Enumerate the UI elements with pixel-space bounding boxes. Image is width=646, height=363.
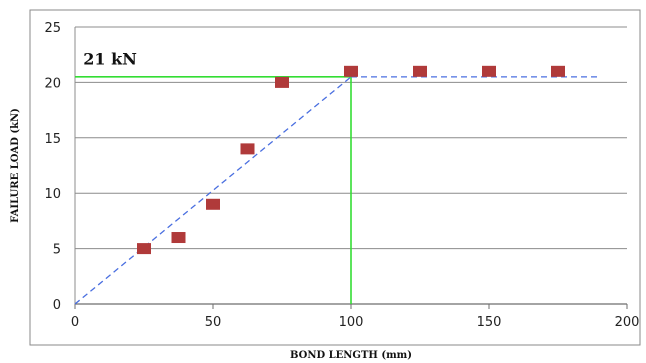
x-tick-label: 200 [615,315,640,330]
y-tick-label: 0 [53,298,61,313]
y-tick-label: 10 [44,187,61,202]
data-point [482,65,496,77]
x-tick-label: 100 [339,315,364,330]
x-tick-label: 0 [71,315,79,330]
data-point [344,65,358,77]
y-tick-label: 15 [44,132,61,147]
chart-frame [29,9,641,346]
data-point [275,76,289,88]
data-point [551,65,565,77]
annotation-label: 21 kN [83,50,137,69]
x-tick-labels: 0 50 100 150 200 [71,315,640,330]
x-tick-label: 150 [477,315,502,330]
trend-lines [74,76,600,305]
reference-lines [75,76,352,304]
data-points [137,65,565,255]
x-tick-label: 50 [205,315,222,330]
y-tick-labels: 0 5 10 15 20 25 [44,21,61,313]
y-axis-title: FAILURE LOAD (kN) [10,108,21,223]
data-point [240,143,255,155]
y-tick-label: 5 [53,243,61,258]
data-point [206,198,220,210]
y-tick-label: 20 [44,76,61,91]
data-point [171,232,186,244]
x-axis-title: BOND LENGTH (mm) [290,350,412,361]
y-tick-label: 25 [44,21,61,36]
data-point [413,65,427,77]
data-point [137,243,151,255]
